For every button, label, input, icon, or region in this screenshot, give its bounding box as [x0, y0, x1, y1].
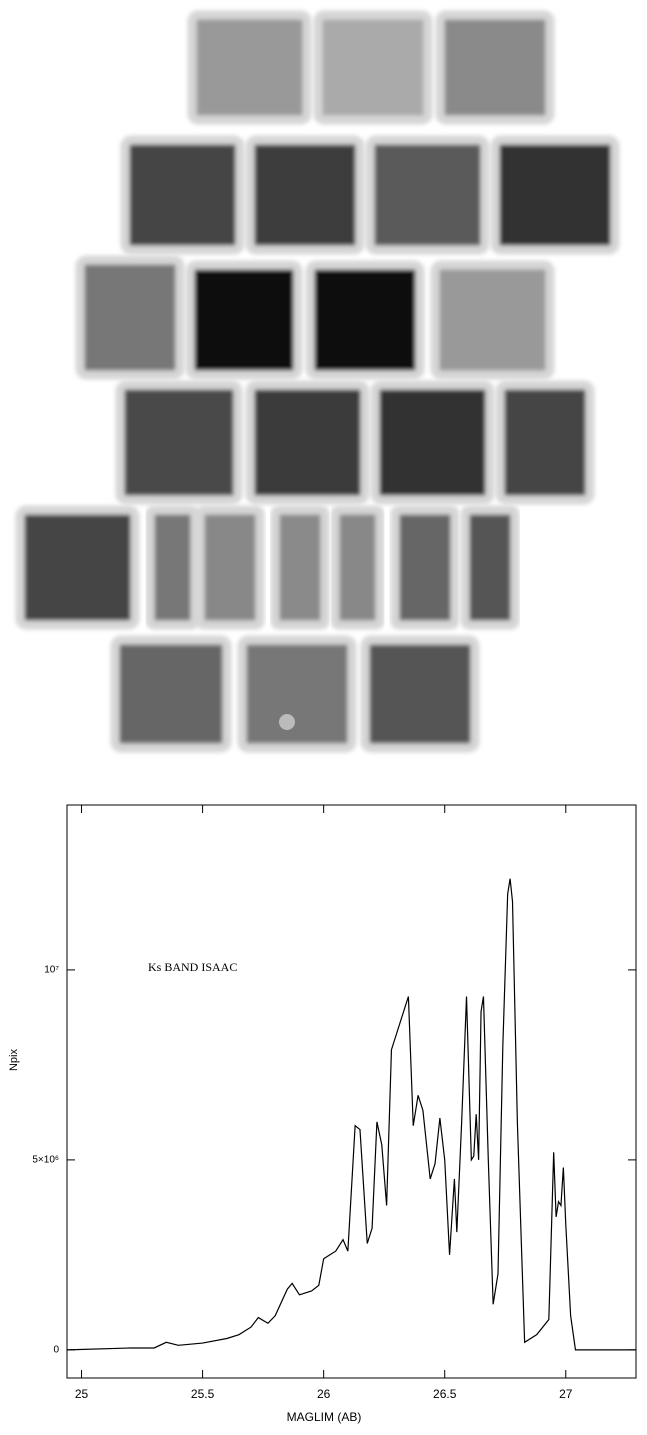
- tile: [370, 380, 495, 505]
- tile: [490, 135, 620, 255]
- tile: [110, 635, 232, 753]
- tile: [330, 505, 385, 630]
- mosaic-image: [15, 10, 620, 753]
- x-tick-label: 25.5: [191, 1387, 215, 1401]
- tile: [115, 380, 243, 505]
- y-tick-label: 0: [53, 1345, 59, 1356]
- star: [279, 714, 295, 730]
- x-tick-label: 26: [317, 1387, 331, 1401]
- plot-frame: [66, 804, 637, 1379]
- x-axis-label: MAGLIM (AB): [287, 1410, 362, 1424]
- tile: [245, 135, 365, 255]
- annotation: Ks BAND ISAAC: [148, 960, 237, 974]
- tile: [120, 135, 245, 255]
- data-line: [66, 878, 636, 1351]
- tile: [305, 260, 425, 380]
- x-tick-label: 26.5: [433, 1387, 457, 1401]
- tile: [430, 260, 555, 380]
- y-tick-label: 5×10⁶: [32, 1155, 59, 1166]
- tile: [435, 10, 555, 125]
- y-tick-label: 10⁷: [44, 965, 59, 976]
- tile: [495, 380, 595, 505]
- tile: [245, 380, 370, 505]
- tile: [187, 10, 312, 125]
- tile: [360, 635, 480, 753]
- y-axis-label: Npix: [8, 1049, 20, 1072]
- tile: [313, 10, 433, 125]
- tile: [460, 505, 520, 630]
- tile: [365, 135, 490, 255]
- tile: [195, 505, 265, 630]
- x-tick-label: 27: [559, 1387, 573, 1401]
- tile: [237, 635, 357, 753]
- tile: [270, 505, 330, 630]
- tile: [390, 505, 460, 630]
- tile: [145, 505, 200, 630]
- tile: [185, 260, 303, 380]
- tile: [75, 255, 185, 380]
- tile: [15, 505, 140, 630]
- x-tick-label: 25: [75, 1387, 89, 1401]
